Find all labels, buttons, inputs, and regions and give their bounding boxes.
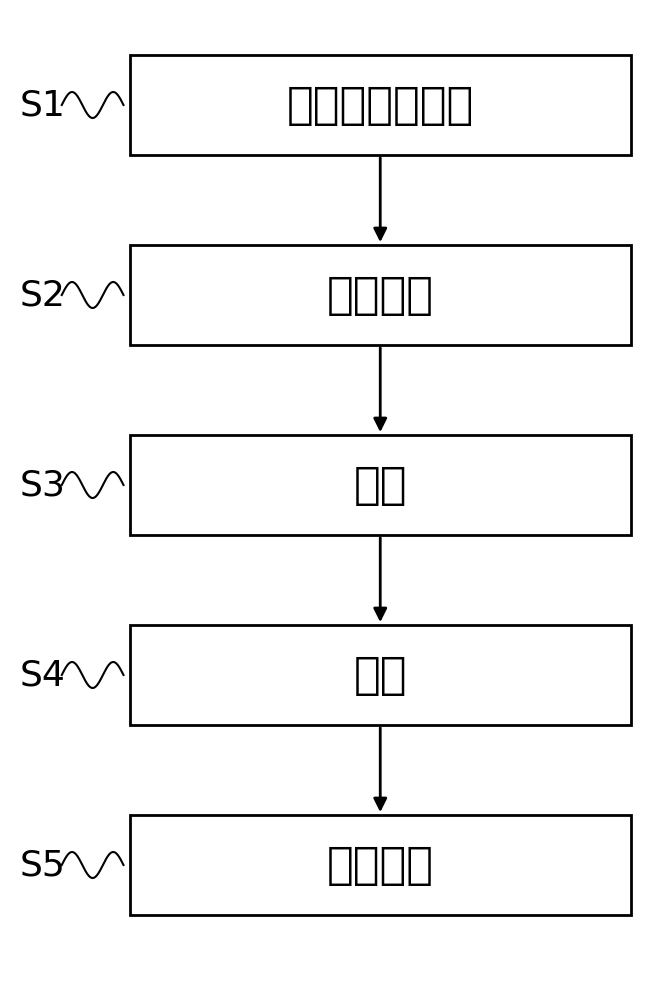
Text: 栽培基质的制备: 栽培基质的制备 bbox=[287, 84, 474, 126]
Bar bbox=[130, 55, 630, 155]
Text: S1: S1 bbox=[20, 88, 66, 122]
Text: 挖带: 挖带 bbox=[354, 464, 407, 506]
Text: S2: S2 bbox=[20, 278, 66, 312]
Text: 施料: 施料 bbox=[354, 654, 407, 696]
Text: 水体监测: 水体监测 bbox=[327, 844, 434, 886]
Text: S5: S5 bbox=[20, 848, 66, 882]
Bar bbox=[130, 245, 630, 345]
Bar bbox=[130, 435, 630, 535]
Text: S4: S4 bbox=[20, 658, 66, 692]
Text: 育苗转栽: 育苗转栽 bbox=[327, 273, 434, 316]
Bar bbox=[130, 815, 630, 915]
Bar bbox=[130, 625, 630, 725]
Text: S3: S3 bbox=[20, 468, 66, 502]
